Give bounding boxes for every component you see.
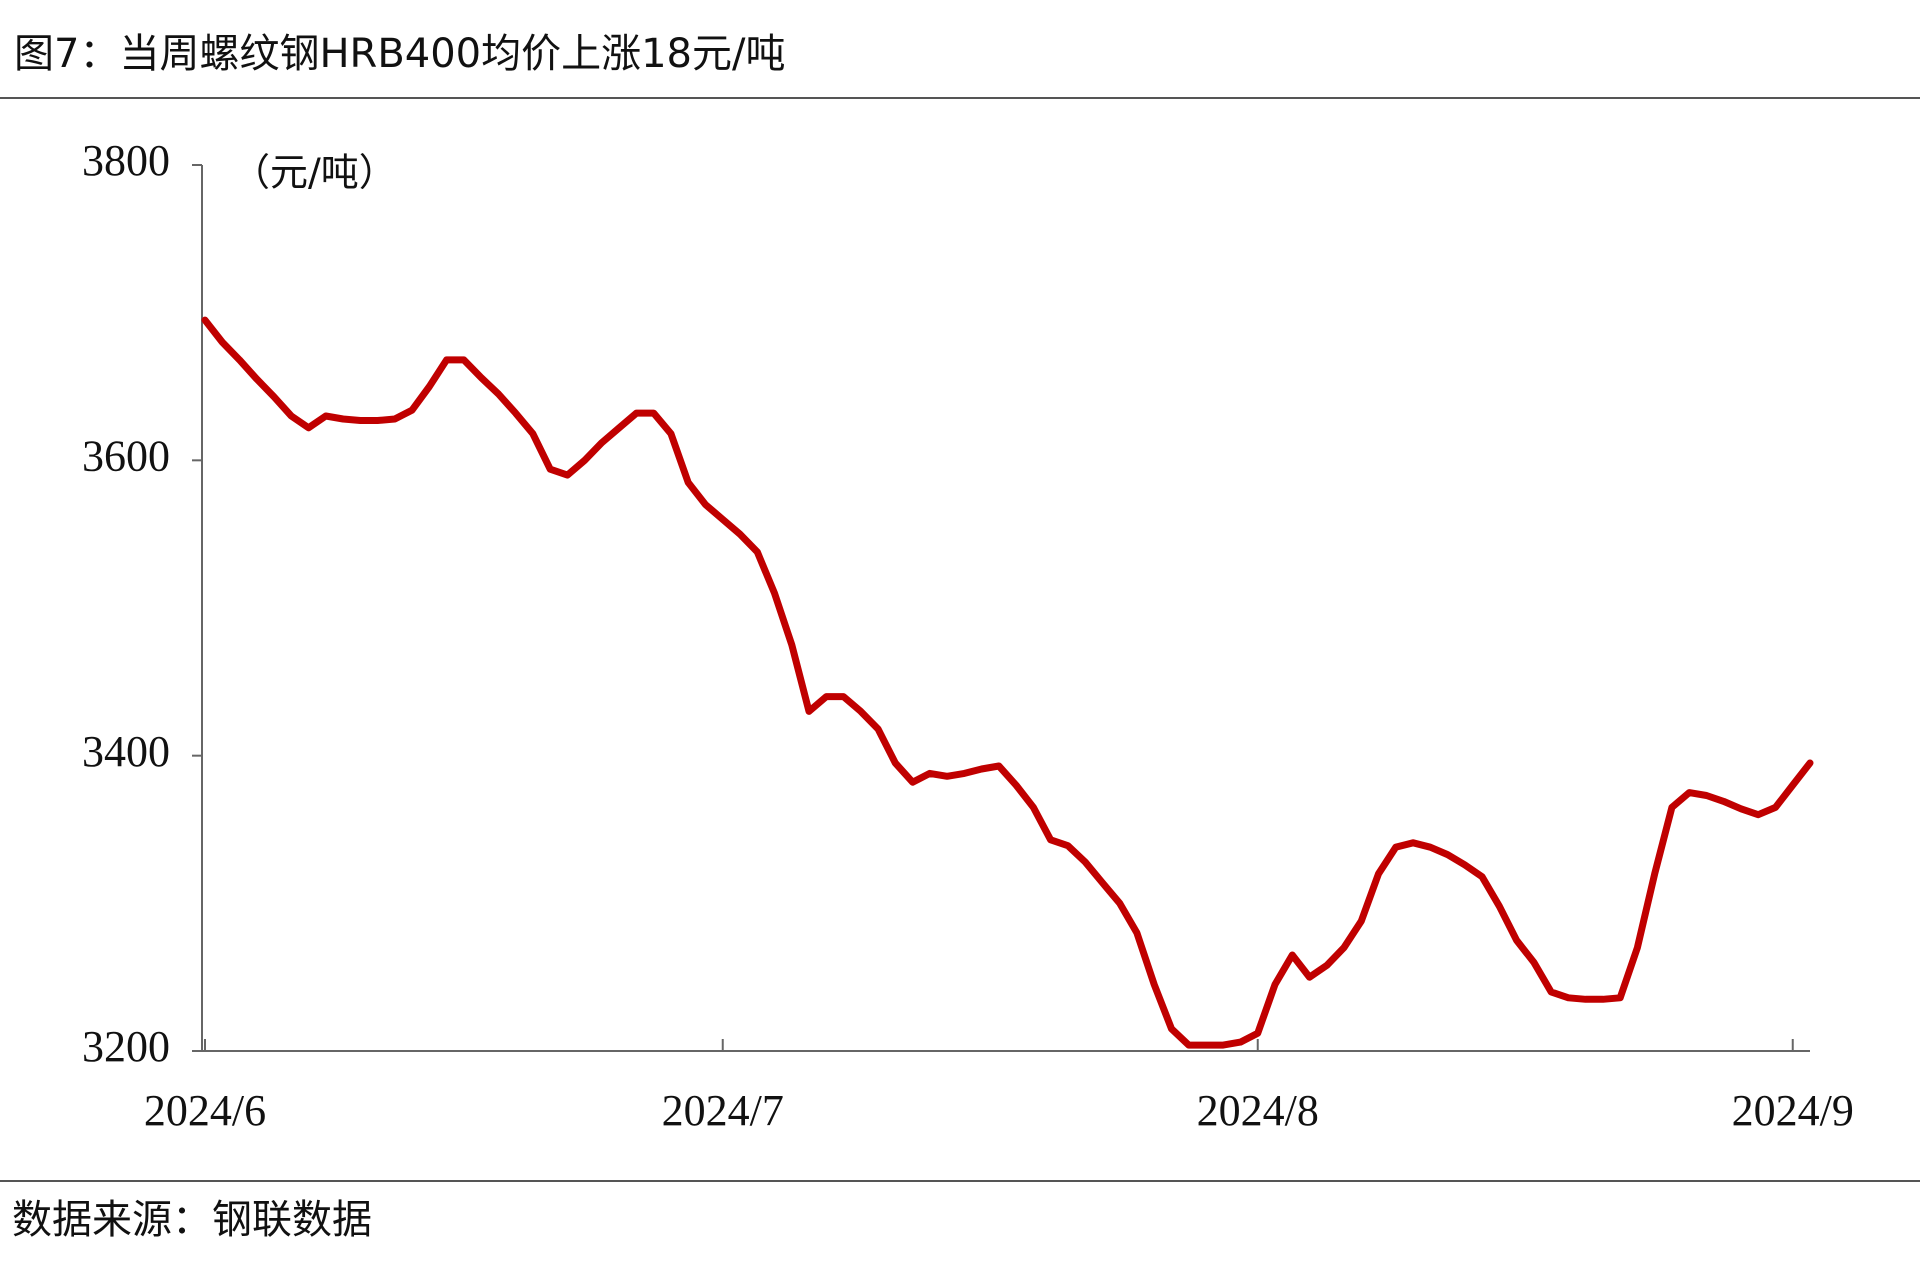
chart-title: 图7：当周螺纹钢HRB400均价上涨18元/吨 [14, 31, 785, 77]
x-tick-label: 2024/6 [144, 1086, 266, 1135]
y-axis-unit: （元/吨） [232, 151, 397, 195]
source-note: 数据来源：钢联数据 [12, 1197, 372, 1243]
x-tick-label: 2024/7 [662, 1086, 784, 1135]
x-tick-label: 2024/9 [1732, 1086, 1854, 1135]
y-tick-label: 3800 [82, 136, 170, 185]
y-tick-label: 3400 [82, 727, 170, 776]
y-tick-label: 3600 [82, 431, 170, 480]
data-line [201, 316, 1814, 1049]
x-tick-label: 2024/8 [1197, 1086, 1319, 1135]
y-tick-label: 3200 [82, 1022, 170, 1071]
